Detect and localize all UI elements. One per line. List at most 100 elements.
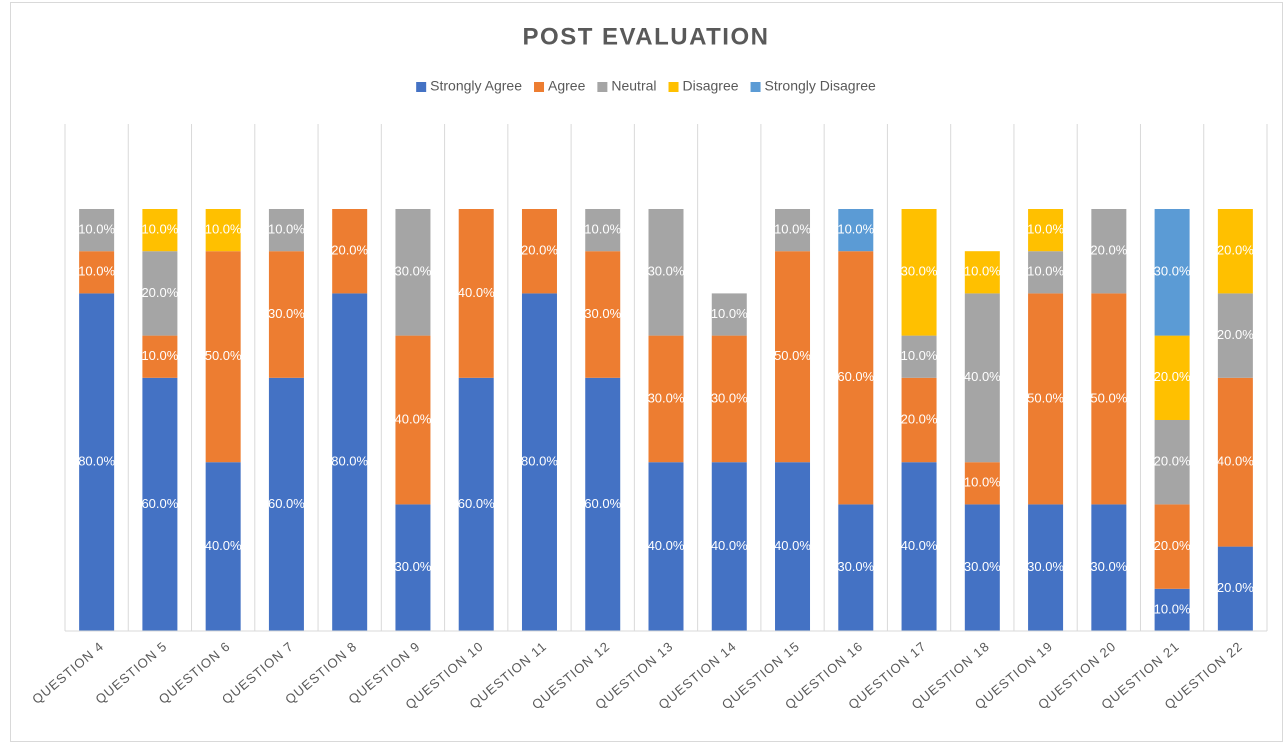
value-label: 40.0%: [774, 538, 811, 553]
value-label: 30.0%: [648, 264, 685, 279]
bar-segment: [901, 209, 937, 336]
value-label: 10.0%: [964, 475, 1001, 490]
value-label: 20.0%: [1217, 327, 1254, 342]
bar-segment: [1091, 209, 1127, 294]
legend-item: Strongly Agree: [416, 78, 522, 94]
legend-item: Disagree: [668, 78, 739, 94]
value-label: 20.0%: [331, 243, 368, 258]
value-label: 20.0%: [1217, 243, 1254, 258]
bar-segment: [79, 293, 115, 631]
value-label: 10.0%: [711, 306, 748, 321]
value-label: 30.0%: [395, 559, 432, 574]
value-label: 30.0%: [1027, 559, 1064, 574]
bar-segment: [838, 251, 874, 505]
value-label: 80.0%: [78, 454, 115, 469]
value-label: 60.0%: [141, 496, 178, 511]
value-label: 10.0%: [268, 222, 305, 237]
legend-label: Neutral: [611, 78, 656, 94]
bar-segment: [964, 504, 1000, 631]
value-label: 60.0%: [268, 496, 305, 511]
value-label: 20.0%: [521, 243, 558, 258]
value-label: 60.0%: [837, 369, 874, 384]
value-label: 30.0%: [711, 390, 748, 405]
value-label: 20.0%: [1154, 454, 1191, 469]
chart-title: POST EVALUATION: [523, 23, 770, 50]
bar-segment: [79, 209, 115, 252]
value-label: 50.0%: [1090, 390, 1127, 405]
bar-segment: [205, 251, 241, 463]
bar-segment: [585, 251, 621, 378]
value-label: 10.0%: [774, 222, 811, 237]
value-label: 30.0%: [964, 559, 1001, 574]
bar-segment: [332, 293, 368, 631]
value-label: 10.0%: [1027, 264, 1064, 279]
bar-segment: [775, 251, 811, 463]
bar-segment: [964, 462, 1000, 505]
value-label: 30.0%: [837, 559, 874, 574]
value-label: 20.0%: [141, 285, 178, 300]
bar-segment: [1217, 377, 1253, 547]
value-label: 10.0%: [964, 264, 1001, 279]
bar-segment: [648, 335, 684, 463]
value-label: 20.0%: [1154, 538, 1191, 553]
bar-segment: [1028, 504, 1064, 631]
legend-swatch: [534, 82, 545, 92]
bar-segment: [648, 462, 684, 631]
bar-segment: [711, 335, 747, 463]
bar-segment: [1028, 293, 1064, 505]
bar-segment: [1028, 251, 1064, 294]
value-label: 10.0%: [141, 348, 178, 363]
value-label: 10.0%: [205, 222, 242, 237]
value-label: 10.0%: [584, 222, 621, 237]
legend-label: Strongly Agree: [430, 78, 522, 94]
legend-label: Disagree: [683, 78, 739, 94]
value-label: 20.0%: [1154, 369, 1191, 384]
bar-segment: [1217, 546, 1253, 631]
bar-segment: [521, 293, 557, 631]
legend-item: Neutral: [597, 78, 657, 94]
value-label: 10.0%: [78, 222, 115, 237]
bar-segment: [1091, 504, 1127, 631]
bar-segment: [395, 209, 431, 336]
bar-segment: [775, 462, 811, 631]
value-label: 30.0%: [584, 306, 621, 321]
bar-segment: [458, 377, 494, 631]
value-label: 30.0%: [268, 306, 305, 321]
bar-segment: [964, 251, 1000, 294]
bar-segment: [395, 335, 431, 505]
value-label: 60.0%: [458, 496, 495, 511]
bar-segment: [585, 209, 621, 252]
bar-segment: [1154, 420, 1190, 505]
legend-swatch: [750, 82, 761, 92]
value-label: 30.0%: [901, 264, 938, 279]
legend-swatch: [597, 82, 608, 92]
bar-segment: [142, 209, 178, 252]
bar-segment: [1154, 209, 1190, 336]
bar-segment: [332, 209, 368, 294]
value-label: 40.0%: [395, 411, 432, 426]
value-label: 30.0%: [648, 390, 685, 405]
bar-segment: [838, 209, 874, 252]
value-label: 40.0%: [901, 538, 938, 553]
value-label: 10.0%: [141, 222, 178, 237]
value-label: 80.0%: [521, 454, 558, 469]
bar-segment: [268, 251, 304, 378]
value-label: 40.0%: [1217, 454, 1254, 469]
bar-segment: [268, 209, 304, 252]
bar-segment: [1217, 209, 1253, 294]
bar-segment: [205, 209, 241, 252]
bar-segment: [1154, 588, 1190, 631]
legend-label: Strongly Disagree: [765, 78, 876, 94]
value-label: 50.0%: [774, 348, 811, 363]
value-label: 30.0%: [1090, 559, 1127, 574]
bar-segment: [1091, 293, 1127, 505]
bar-segment: [205, 462, 241, 631]
legend-label: Agree: [548, 78, 586, 94]
value-label: 40.0%: [964, 369, 1001, 384]
legend-item: Agree: [534, 78, 586, 94]
bar-segment: [711, 462, 747, 631]
value-label: 40.0%: [711, 538, 748, 553]
value-label: 50.0%: [205, 348, 242, 363]
legend-swatch: [668, 82, 679, 92]
